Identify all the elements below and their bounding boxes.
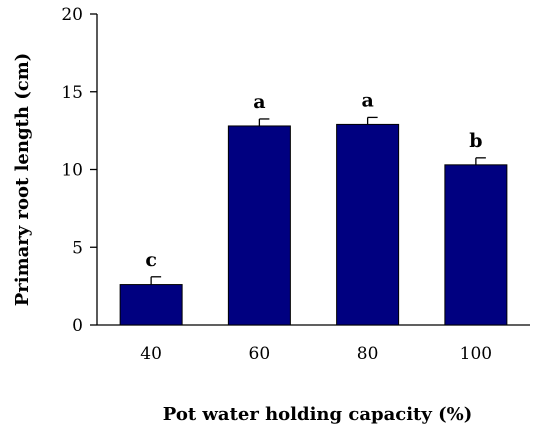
bars: c a a b [119,89,508,326]
x-tick-label: 60 [249,344,271,364]
y-tick-label: 0 [72,316,83,336]
x-ticks: 40 60 80 100 [140,344,492,364]
bar [227,125,291,326]
significance-letter: a [253,91,265,113]
significance-letter: a [361,89,373,111]
bar [444,164,508,326]
x-axis-title: Pot water holding capacity (%) [163,404,472,425]
y-ticks: 0 5 10 15 20 [61,5,97,336]
y-axis-title: Primary root length (cm) [12,53,33,307]
y-tick-label: 15 [61,83,83,103]
significance-letter: b [469,130,482,152]
bar [119,284,183,326]
y-tick-label: 5 [72,238,83,258]
x-tick-label: 40 [140,344,162,364]
x-tick-label: 80 [357,344,379,364]
y-tick-label: 20 [61,5,83,25]
bar [336,123,400,326]
significance-letter: c [145,249,157,271]
x-tick-label: 100 [460,344,492,364]
y-tick-label: 10 [61,161,83,181]
